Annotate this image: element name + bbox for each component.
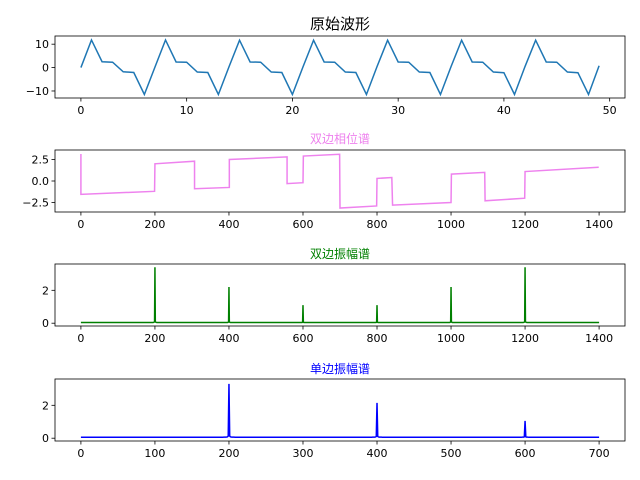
- x-tick-label: 1200: [511, 218, 539, 231]
- axes-frame: [54, 35, 626, 99]
- subplot-title: 原始波形: [310, 15, 370, 33]
- x-tick-label: 1000: [437, 332, 465, 345]
- axes-frame: [54, 263, 626, 327]
- x-tick-label: 1400: [585, 332, 613, 345]
- x-tick-label: 50: [603, 104, 617, 117]
- x-tick-label: 600: [292, 218, 313, 231]
- series-line: [80, 153, 599, 209]
- x-tick-label: 600: [292, 332, 313, 345]
- y-tick-label: 2.5: [32, 153, 50, 166]
- x-tick-label: 800: [367, 332, 388, 345]
- axes-frame: [54, 378, 626, 442]
- subplot-title: 双边相位谱: [310, 131, 370, 146]
- x-tick-label: 1400: [585, 218, 613, 231]
- subplot-2: 双边相位谱 0 200 400 600 800 1000 1200 1400 2.5 0.0 −2.5: [22, 131, 626, 231]
- y-tick-label: −2.5: [22, 197, 49, 210]
- y-tick-label: 0: [42, 62, 49, 75]
- x-tick-label: 40: [497, 104, 511, 117]
- series-line: [80, 38, 600, 97]
- x-tick-label: 200: [144, 218, 165, 231]
- y-tick-label: 10: [35, 38, 49, 51]
- x-tick-label: 20: [285, 104, 299, 117]
- subplot-4: 单边振幅谱 0 100 200 300 400 500 600 700 2 0: [42, 361, 626, 460]
- series-line: [80, 383, 600, 438]
- x-tick-label: 400: [218, 332, 239, 345]
- series-line: [80, 267, 600, 324]
- subplot-1: 原始波形 0 10 20 30 40 50 10 0 −10: [26, 15, 626, 117]
- x-tick-label: 0: [77, 104, 84, 117]
- y-tick-label: 0: [42, 317, 49, 330]
- x-tick-label: 400: [367, 447, 388, 460]
- x-tick-label: 400: [218, 218, 239, 231]
- x-tick-label: 600: [515, 447, 536, 460]
- x-tick-label: 500: [441, 447, 462, 460]
- y-tick-label: 2: [42, 399, 49, 412]
- x-tick-label: 200: [218, 447, 239, 460]
- x-tick-label: 0: [77, 447, 84, 460]
- x-tick-label: 1200: [511, 332, 539, 345]
- y-tick-label: 0.0: [32, 175, 50, 188]
- x-tick-label: 800: [367, 218, 388, 231]
- x-tick-label: 0: [77, 332, 84, 345]
- x-tick-label: 30: [391, 104, 405, 117]
- subplot-3: 双边振幅谱 0 200 400 600 800 1000 1200 1400 2 0: [42, 246, 626, 345]
- x-tick-label: 10: [180, 104, 194, 117]
- y-tick-label: −10: [26, 85, 49, 98]
- x-tick-label: 200: [144, 332, 165, 345]
- y-tick-label: 2: [42, 284, 49, 297]
- subplot-title: 双边振幅谱: [310, 246, 370, 261]
- x-tick-label: 700: [589, 447, 610, 460]
- x-tick-label: 100: [144, 447, 165, 460]
- x-tick-label: 1000: [437, 218, 465, 231]
- x-tick-label: 300: [292, 447, 313, 460]
- y-tick-label: 0: [42, 432, 49, 445]
- subplot-title: 单边振幅谱: [310, 361, 370, 376]
- x-tick-label: 0: [77, 218, 84, 231]
